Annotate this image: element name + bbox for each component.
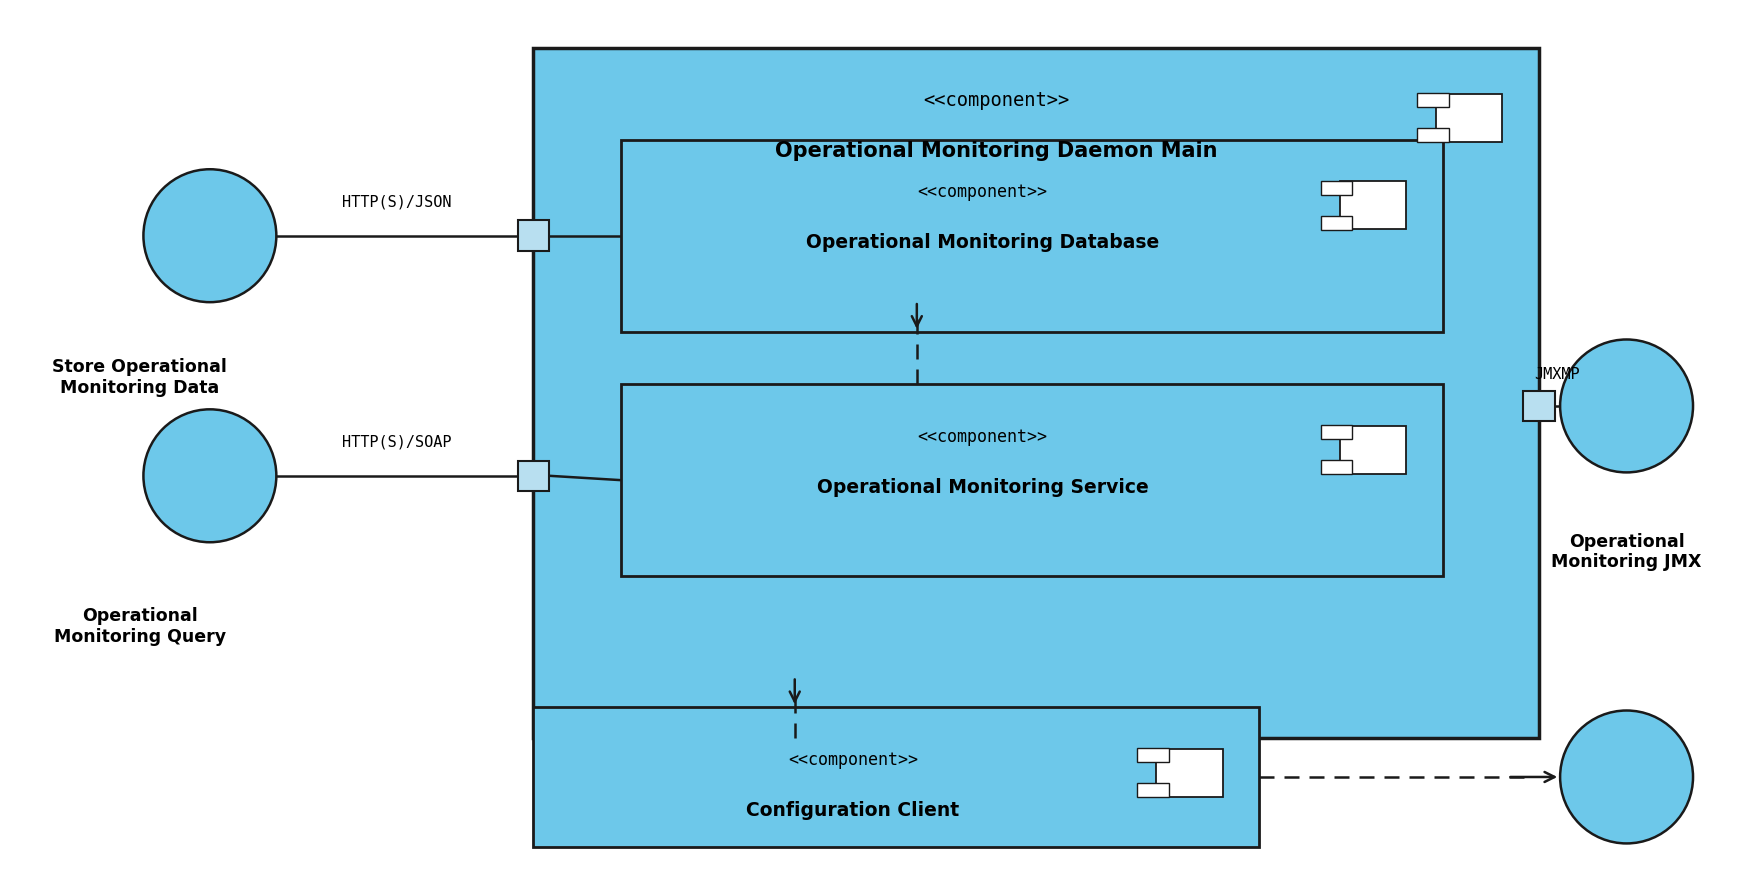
Bar [1339, 425, 1405, 473]
Text: Store Operational
Monitoring Data: Store Operational Monitoring Data [52, 358, 227, 396]
Bar [533, 707, 1259, 847]
Text: <<component>>: <<component>> [787, 751, 918, 768]
Text: Operational
Monitoring Query: Operational Monitoring Query [54, 607, 225, 645]
Bar [1435, 93, 1502, 141]
Text: Operational Monitoring Service: Operational Monitoring Service [816, 478, 1148, 497]
Text: HTTP(S)/SOAP: HTTP(S)/SOAP [343, 435, 451, 450]
Bar [1320, 216, 1351, 230]
Ellipse shape [1559, 340, 1692, 472]
Bar [621, 384, 1442, 576]
Bar [517, 220, 549, 251]
Bar [1320, 460, 1351, 474]
Ellipse shape [143, 169, 276, 302]
Bar [1136, 748, 1168, 762]
Text: <<component>>: <<component>> [923, 91, 1068, 110]
Bar [1523, 390, 1554, 421]
Bar [1136, 783, 1168, 797]
Bar [1320, 181, 1351, 195]
Bar [1155, 748, 1222, 796]
Text: Operational
Monitoring JMX: Operational Monitoring JMX [1550, 533, 1701, 571]
Bar [1416, 128, 1447, 142]
Text: Operational Monitoring Daemon Main: Operational Monitoring Daemon Main [774, 141, 1217, 161]
Text: Operational Monitoring Database: Operational Monitoring Database [806, 233, 1159, 252]
Bar [1320, 425, 1351, 439]
Text: JMXMP: JMXMP [1533, 367, 1580, 382]
Text: Configuration Client: Configuration Client [746, 801, 960, 820]
Text: <<component>>: <<component>> [918, 428, 1047, 445]
Bar [621, 140, 1442, 332]
Text: HTTP(S)/JSON: HTTP(S)/JSON [343, 195, 451, 210]
Bar [517, 461, 549, 491]
Bar [1416, 93, 1447, 107]
Ellipse shape [143, 409, 276, 542]
Bar [533, 48, 1538, 738]
Bar [1339, 181, 1405, 229]
Text: <<component>>: <<component>> [918, 183, 1047, 201]
Ellipse shape [1559, 711, 1692, 843]
